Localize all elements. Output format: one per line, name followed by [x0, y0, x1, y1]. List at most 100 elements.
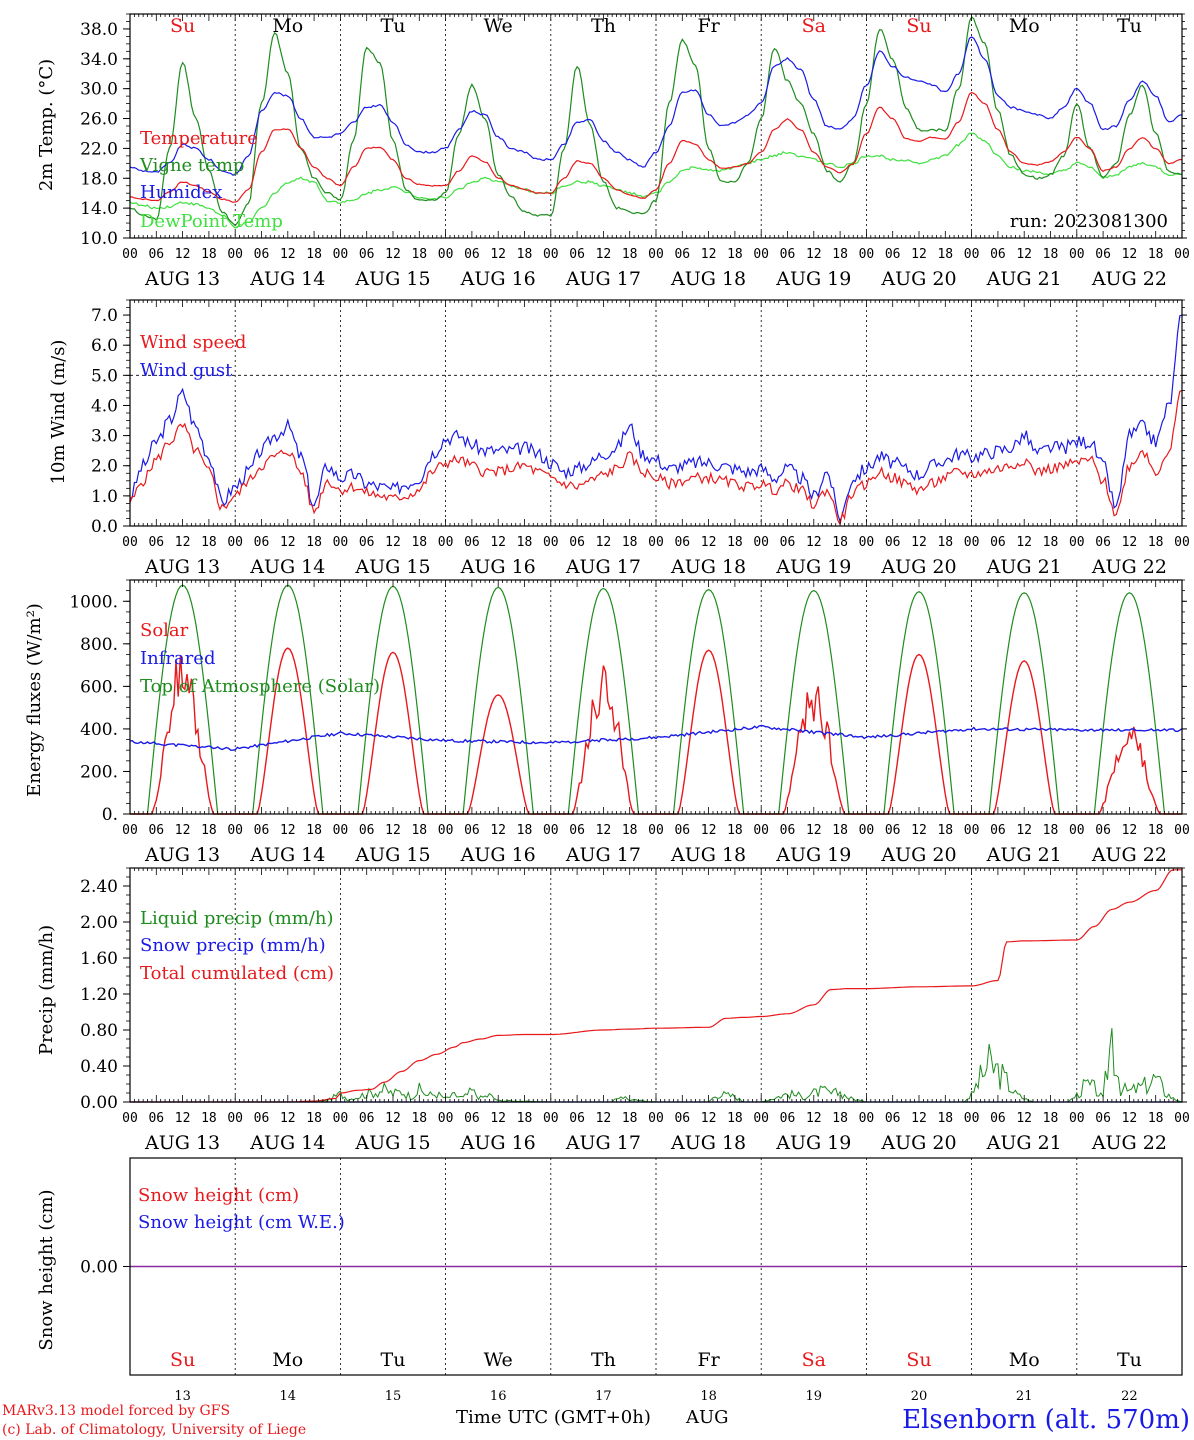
precip-date-label: AUG 21 [986, 1132, 1062, 1154]
temperature-hour-label: 06 [780, 247, 796, 262]
wind-date-label: AUG 18 [670, 556, 746, 578]
precip-hour-label: 12 [490, 1111, 506, 1126]
wind-hour-label: 06 [359, 535, 375, 550]
temperature-legend-temperature: Temperature [140, 128, 258, 149]
temperature-hour-label: 12 [1016, 247, 1032, 262]
energy-legend-solar: Solar [140, 620, 189, 641]
energy-hour-label: 00 [543, 823, 559, 838]
panel-temperature: 2m Temp. (°C) 10.0 14.0 18.0 22.0 26.0 30.0 34… [36, 13, 1190, 290]
day-number: 21 [1016, 1389, 1033, 1404]
temperature-date-label: AUG 18 [670, 268, 746, 290]
weekday-label-bottom: Mo [272, 1349, 303, 1371]
precip-ytick-label: 0.40 [80, 1057, 118, 1077]
temperature-date-label: AUG 14 [249, 268, 325, 290]
snow-yticks: 0.00 [80, 1258, 1187, 1278]
weekday-label: Sa [802, 15, 826, 37]
wind-date-label: AUG 22 [1091, 556, 1167, 578]
wind-ytick-label: 5.0 [91, 366, 118, 386]
energy-grid [234, 580, 1078, 814]
temperature-hour-label: 18 [727, 247, 743, 262]
wind-ytick-label: 6.0 [91, 336, 118, 356]
temperature-hour-label: 12 [701, 247, 717, 262]
wind-hour-label: 18 [201, 535, 217, 550]
wind-ytick-label: 7.0 [91, 306, 118, 326]
temperature-hour-label: 12 [280, 247, 296, 262]
run-annotation: run: 2023081300 [1010, 211, 1168, 232]
temperature-hour-label: 12 [385, 247, 401, 262]
weekday-label-bottom: Tu [381, 1349, 406, 1371]
precip-legend-snow: Snow precip (mm/h) [140, 935, 326, 956]
energy-hour-label: 18 [1043, 823, 1059, 838]
precip-hour-label: 06 [780, 1111, 796, 1126]
energy-hour-label: 18 [1148, 823, 1164, 838]
precip-date-label: AUG 16 [460, 1132, 536, 1154]
precip-ytick-label: 2.40 [80, 877, 118, 897]
precip-date-label: AUG 19 [775, 1132, 851, 1154]
wind-hour-label: 06 [254, 535, 270, 550]
precip-hour-label: 06 [674, 1111, 690, 1126]
energy-date-label: AUG 18 [670, 844, 746, 866]
wind-yticks: 0.0 1.0 2.0 3.0 4.0 5.0 6.0 7.0 [91, 299, 1187, 537]
temperature-hour-label: 12 [1122, 247, 1138, 262]
precip-ytick-label: 2.00 [80, 913, 118, 933]
energy-hour-label: 18 [937, 823, 953, 838]
energy-hour-label: 00 [122, 823, 138, 838]
energy-hour-label: 12 [806, 823, 822, 838]
weekday-label-bottom: Sa [802, 1349, 826, 1371]
temperature-hour-label: 12 [596, 247, 612, 262]
wind-date-label: AUG 16 [460, 556, 536, 578]
wind-date-label: AUG 14 [249, 556, 325, 578]
energy-hour-label: 12 [280, 823, 296, 838]
temperature-hour-label: 06 [990, 247, 1006, 262]
precip-ytick-label: 0.00 [80, 1093, 118, 1113]
precip-hour-label: 00 [543, 1111, 559, 1126]
wind-hour-label: 00 [333, 535, 349, 550]
wind-date-label: AUG 13 [144, 556, 220, 578]
temperature-hour-label: 00 [438, 247, 454, 262]
energy-legend-infrared: Infrared [140, 648, 215, 669]
energy-hour-label: 00 [648, 823, 664, 838]
weekday-label-bottom: Su [170, 1349, 195, 1371]
energy-date-label: AUG 19 [775, 844, 851, 866]
energy-hour-label: 06 [674, 823, 690, 838]
temperature-hour-label: 18 [517, 247, 533, 262]
wind-hour-label: 18 [1043, 535, 1059, 550]
precip-ytick-label: 1.20 [80, 985, 118, 1005]
temperature-hour-label: 18 [622, 247, 638, 262]
precip-hour-label: 00 [648, 1111, 664, 1126]
energy-date-label: AUG 20 [880, 844, 956, 866]
station-name: Elsenborn (alt. 570m) [902, 1405, 1190, 1435]
wind-hour-label: 06 [780, 535, 796, 550]
energy-hour-label: 00 [753, 823, 769, 838]
energy-hour-label: 12 [1016, 823, 1032, 838]
temperature-hour-label: 00 [859, 247, 875, 262]
temperature-date-label: AUG 19 [775, 268, 851, 290]
precip-ytick-label: 1.60 [80, 949, 118, 969]
precip-hour-label: 12 [1016, 1111, 1032, 1126]
precip-x-axis: 00 06 12 18 AUG 13 00 06 12 18 AUG 14 00 06 12 18 AUG … [122, 868, 1190, 1154]
precip-hour-label: 06 [569, 1111, 585, 1126]
wind-gust-line [129, 314, 1183, 524]
weekday-label: We [484, 15, 513, 37]
precip-hour-label: 00 [122, 1111, 138, 1126]
temperature-hour-label: 18 [1148, 247, 1164, 262]
weekday-label: Tu [1117, 15, 1142, 37]
temperature-date-label: AUG 17 [565, 268, 641, 290]
panel-precip: Precip (mm/h) 0.00 0.40 0.80 1.20 1.60 2.00 2.… [36, 867, 1190, 1154]
precip-hour-label: 06 [885, 1111, 901, 1126]
temperature-line [129, 91, 1182, 203]
energy-hour-label: 06 [780, 823, 796, 838]
weekday-label-bottom: Th [591, 1349, 616, 1371]
precip-legend-total: Total cumulated (cm) [140, 963, 334, 984]
wind-hour-label: 18 [306, 535, 322, 550]
precip-hour-label: 00 [333, 1111, 349, 1126]
energy-date-label: AUG 21 [986, 844, 1062, 866]
energy-ytick-label: 200. [80, 762, 118, 782]
precip-hour-label: 06 [1095, 1111, 1111, 1126]
wind-speed-line [129, 389, 1183, 526]
temperature-legend-dewpoint: DewPoint Temp [140, 211, 283, 232]
precip-hour-label: 06 [990, 1111, 1006, 1126]
energy-date-label: AUG 13 [144, 844, 220, 866]
wind-hour-label: 00 [227, 535, 243, 550]
energy-date-label: AUG 14 [249, 844, 325, 866]
